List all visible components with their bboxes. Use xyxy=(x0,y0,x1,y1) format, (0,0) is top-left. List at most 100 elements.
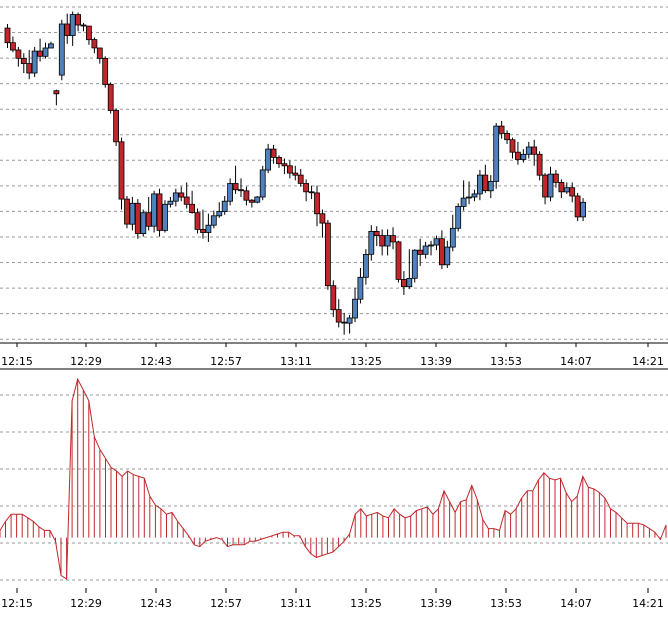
candle-body xyxy=(292,172,299,176)
indicator-histogram xyxy=(0,377,667,580)
candle-body xyxy=(232,183,239,191)
candle-body xyxy=(400,278,407,288)
candle-body xyxy=(205,224,212,233)
candle-body xyxy=(162,203,168,231)
candle-body xyxy=(4,27,11,44)
candle-body xyxy=(20,58,27,65)
candle-body xyxy=(417,249,424,255)
candle-body xyxy=(346,317,353,324)
candle-body xyxy=(210,215,217,226)
candle-body xyxy=(69,14,76,36)
candle-body xyxy=(48,43,54,49)
price-tick-label: 12:29 xyxy=(70,355,102,368)
candle-body xyxy=(525,146,532,155)
candle-body xyxy=(471,193,478,198)
candle-body xyxy=(449,227,456,248)
candle-body xyxy=(221,200,228,212)
price-tick-label: 12:43 xyxy=(140,355,172,368)
candle-body xyxy=(151,193,158,227)
candle-body xyxy=(37,50,43,57)
candle-body xyxy=(248,199,255,203)
candle-body xyxy=(580,201,586,218)
candle-body xyxy=(167,200,174,205)
price-tick-label: 13:53 xyxy=(490,355,522,368)
candle-body xyxy=(515,151,521,160)
candle-body xyxy=(324,222,331,287)
candle-body xyxy=(536,153,543,176)
candle-body xyxy=(259,169,266,198)
price-tick-label: 12:57 xyxy=(210,355,242,368)
price-candles xyxy=(4,11,586,335)
candle-body xyxy=(330,285,337,311)
candle-body xyxy=(373,230,380,236)
candle-body xyxy=(80,24,87,27)
candle-body xyxy=(308,191,315,194)
candle-body xyxy=(276,156,282,165)
candle-body xyxy=(422,245,429,255)
candle-body xyxy=(286,165,293,174)
candle-body xyxy=(189,203,196,214)
candle-body xyxy=(509,139,516,153)
candle-body xyxy=(542,174,548,198)
price-x-ticks: 12:15 12:29 12:43 12:57 13:11 13:25 13:39 13:53… xyxy=(1,343,664,368)
candle-body xyxy=(303,183,310,193)
candle-body xyxy=(574,195,581,218)
candle-body xyxy=(460,197,467,207)
candle-body xyxy=(118,141,125,200)
candle-body xyxy=(53,90,60,95)
candle-body xyxy=(482,174,489,192)
indicator-tick-label: 12:15 xyxy=(1,597,33,610)
candle-body xyxy=(216,211,223,217)
indicator-tick-label: 13:39 xyxy=(420,597,452,610)
indicator-tick-label: 12:57 xyxy=(210,597,242,610)
candle-body xyxy=(75,14,81,26)
candle-body xyxy=(531,146,538,155)
candle-body xyxy=(357,276,364,300)
price-tick-label: 13:25 xyxy=(350,355,382,368)
candle-body xyxy=(26,63,33,74)
histogram-outline xyxy=(0,377,667,580)
candle-body xyxy=(395,241,402,280)
candle-body xyxy=(297,174,304,184)
candle-body xyxy=(156,193,163,231)
candle-body xyxy=(547,173,554,198)
candle-body xyxy=(563,187,570,193)
candle-body xyxy=(384,235,391,247)
indicator-tick-label: 12:43 xyxy=(140,597,172,610)
indicator-tick-label: 14:21 xyxy=(632,597,664,610)
candle-body xyxy=(466,196,472,199)
indicator-tick-label: 13:53 xyxy=(490,597,522,610)
candle-body xyxy=(31,50,38,74)
candle-body xyxy=(487,180,494,192)
candle-body xyxy=(178,192,185,198)
indicator-tick-label: 14:07 xyxy=(560,597,592,610)
candle-body xyxy=(129,202,136,225)
candle-body xyxy=(227,183,234,202)
candle-body xyxy=(493,125,500,182)
candle-body xyxy=(390,235,396,243)
candle-body xyxy=(183,196,190,205)
candle-body xyxy=(553,173,559,183)
candle-body xyxy=(172,192,179,202)
candle-body xyxy=(107,84,114,111)
candle-body xyxy=(362,253,369,278)
candle-body xyxy=(270,148,277,158)
indicator-tick-label: 12:29 xyxy=(70,597,102,610)
candle-body xyxy=(341,321,348,324)
candle-body xyxy=(194,212,201,230)
candle-body xyxy=(281,163,288,167)
candle-body xyxy=(314,192,320,215)
price-tick-label: 13:11 xyxy=(280,355,312,368)
candle-body xyxy=(243,190,250,201)
indicator-x-ticks: 12:15 12:29 12:43 12:57 13:11 13:25 13:39 13:53… xyxy=(1,588,664,610)
candle-body xyxy=(406,277,413,288)
candle-body xyxy=(254,196,261,203)
indicator-tick-label: 13:11 xyxy=(280,597,312,610)
candle-body xyxy=(145,212,152,227)
candle-body xyxy=(569,187,576,197)
candle-body xyxy=(428,244,434,247)
candle-body xyxy=(102,58,109,85)
candle-body xyxy=(113,110,119,143)
candle-body xyxy=(455,205,462,229)
